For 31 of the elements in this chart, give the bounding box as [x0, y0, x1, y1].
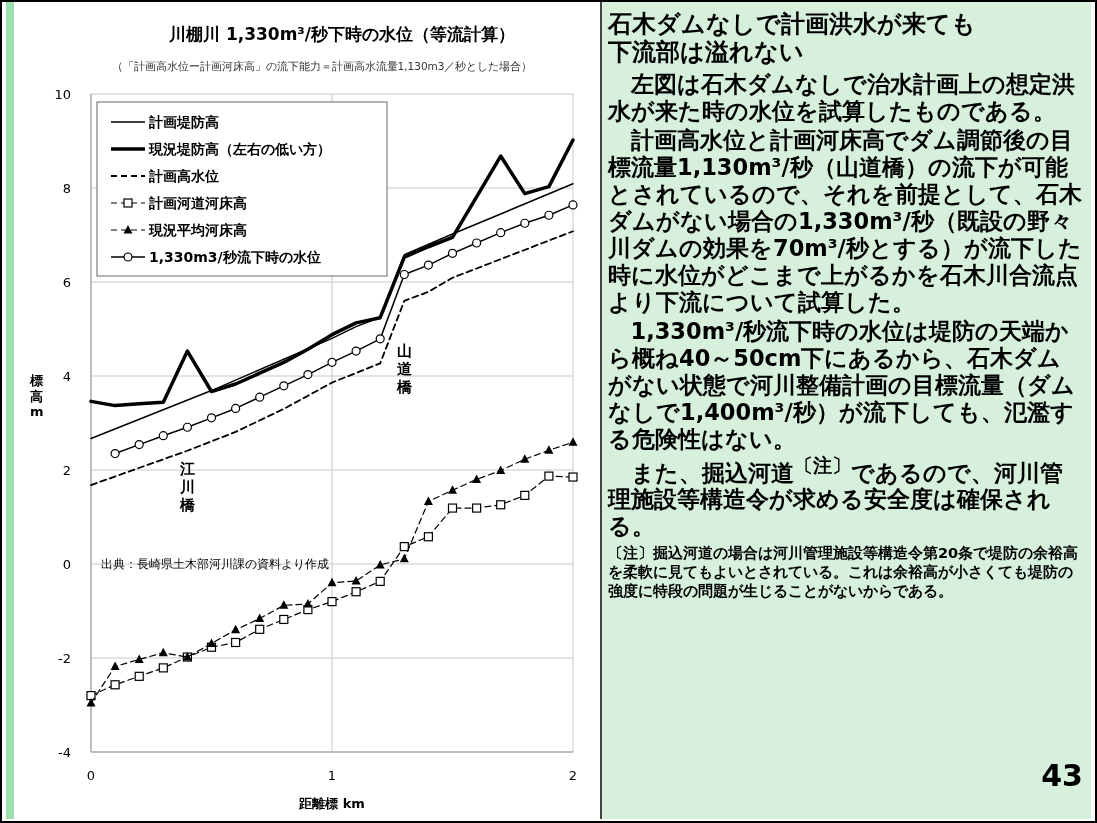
chart-title: 川棚川 1,330m³/秒下時の水位（等流計算） [167, 24, 516, 44]
x-tick-label: 0 [86, 768, 96, 783]
y-axis-title: 標高 m [30, 373, 44, 420]
y-tick-label: -4 [58, 745, 71, 760]
x-tick-label: 2 [568, 768, 578, 783]
y-tick-label: 10 [54, 87, 71, 102]
chart-subtitle: （「計画高水位ー計画河床高」の流下能力＝計画高水流量1,130m3／秒とした場合） [111, 60, 533, 72]
legend-label: 計画河道河床高 [148, 195, 247, 211]
legend-label: 1,330m3/秒流下時の水位 [149, 249, 321, 265]
annotation: 山道橋 [396, 342, 413, 396]
legend-label: 計画堤防高 [148, 114, 219, 130]
legend-label: 計画高水位 [148, 168, 219, 184]
text: 〔注〕掘込河道の場合は河川管理施設等構造令第20条で堤防の余裕高を柔軟に見てもよいとされている。これは余裕高が小さくても堤防の強度に特段の問題が生じることがないからである。 [608, 544, 1080, 601]
y-tick-label: -2 [58, 651, 71, 666]
annotation: 江川橋 [179, 460, 196, 514]
text: 43 [1041, 758, 1083, 793]
text: 左図は石木ダムなしで治水計画上の想定洪水が来た時の水位を試算したものである。 [608, 70, 1076, 125]
text: 石木ダムなしで計画洪水が来ても下流部は溢れない [608, 10, 977, 67]
text: また、掘込河道$^{〔注〕}$であるので、河川管理施設等構造令が求める安全度は確保される。 [608, 454, 1064, 541]
x-tick-label: 1 [327, 768, 337, 783]
text: 1,330m³/秒流下時の水位は堤防の天端から概ね40～50cm下にあるから、石木ダムがない状態で河川整備計画の目標流量（ダムなしで1,400m³/秒）が流下しても、氾濫する危険性はない。 [608, 317, 1076, 453]
annotation: 出典：長崎県土木部河川課の資料より作成 [101, 557, 329, 571]
x-axis-title: 距離標 km [298, 796, 365, 811]
y-tick-label: 8 [62, 181, 71, 196]
legend-label: 現況平均河床高 [148, 222, 247, 238]
text: 計画高水位と計画河床高でダム調節後の目標流量1,130m³/秒（山道橋）の流下が可能とされているので、それを前提として、石木ダムがない場合の1,330m³/秒（既設の野々川ダムの効果を70m³/秒とする）が流下した時に水位がどこまで上がるかを石木川合流点より下流について試算した。 [608, 126, 1083, 316]
y-tick-label: 6 [62, 275, 71, 290]
legend-label: 現況堤防高（左右の低い方） [148, 141, 331, 157]
y-tick-label: 2 [62, 463, 71, 478]
y-tick-label: 4 [62, 369, 71, 384]
y-tick-label: 0 [62, 557, 71, 572]
